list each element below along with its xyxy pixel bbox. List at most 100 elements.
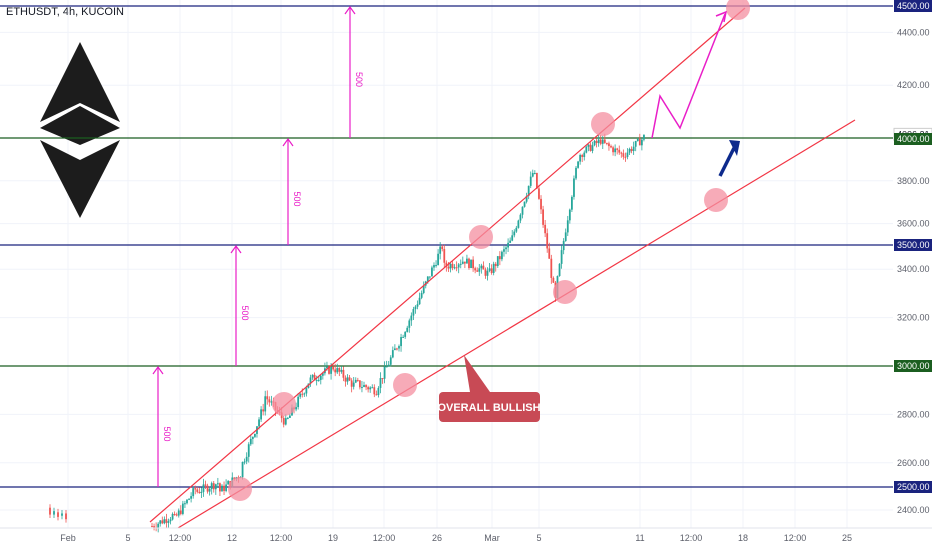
candle-body — [571, 196, 573, 210]
candle-body — [523, 201, 526, 207]
candle-body — [568, 209, 571, 221]
candle-body — [373, 387, 376, 395]
candle-body — [428, 276, 431, 278]
candle-body — [301, 393, 304, 395]
candle-body — [601, 139, 604, 144]
candle-body — [262, 409, 265, 412]
price-level-tag — [894, 481, 932, 493]
time-tick-label: 25 — [842, 533, 852, 543]
ethereum-logo-icon — [40, 42, 120, 218]
measure-arrowhead — [282, 137, 294, 147]
candle-body — [385, 366, 388, 368]
candle-body — [542, 209, 544, 225]
candle-body — [169, 519, 172, 522]
candle-body — [260, 409, 262, 420]
candle-body — [511, 235, 514, 241]
blue-arrow-head — [729, 140, 740, 156]
candle-body — [163, 519, 166, 524]
candle-body — [358, 380, 361, 388]
candle-body — [517, 220, 520, 228]
candle-body — [157, 523, 160, 528]
candle-body — [202, 484, 205, 492]
candle-body — [212, 483, 215, 490]
candle-body — [241, 462, 244, 478]
candle-body — [282, 418, 285, 425]
candle-body — [404, 331, 407, 337]
candle-body — [342, 369, 345, 378]
candle-body — [612, 147, 614, 153]
candle-body — [538, 188, 540, 199]
candle-body — [200, 491, 203, 494]
candle-body — [484, 269, 487, 276]
candle-body — [463, 261, 466, 264]
candle-body — [496, 256, 499, 267]
candle-body — [389, 357, 392, 365]
time-axis: Feb 5 12:00 12 12:00 19 12:00 26 Mar 5 11 12:00 18 12… — [0, 527, 932, 543]
candle-body — [223, 485, 225, 491]
candle-body — [618, 149, 621, 153]
candle-body — [626, 152, 629, 157]
candle-body — [636, 138, 639, 141]
touch-circle — [393, 373, 417, 397]
candle-body — [595, 140, 598, 144]
candle-body — [266, 396, 269, 400]
candle-body — [457, 264, 460, 268]
candle-body — [181, 503, 184, 514]
projection-arrowhead — [715, 10, 728, 23]
annotation-box — [439, 392, 540, 422]
candle-body — [354, 379, 357, 383]
candle-body — [501, 251, 503, 260]
measure-label: 500 — [354, 72, 364, 87]
candle-body — [443, 249, 446, 263]
candle-body — [605, 142, 608, 144]
candle-body — [412, 309, 415, 316]
price-level-label: 4000.00 — [897, 134, 930, 144]
candle-body — [529, 176, 532, 186]
time-tick-label: 12:00 — [270, 533, 293, 543]
candle-body — [461, 261, 464, 264]
price-tick-label: 3400.00 — [897, 264, 930, 274]
candle-body — [264, 396, 267, 412]
price-tick-label: 3200.00 — [897, 313, 930, 323]
candle-body — [179, 510, 182, 514]
candle-body — [509, 240, 512, 243]
candle-body — [167, 521, 170, 523]
candle-body — [480, 265, 483, 269]
candle-body — [498, 256, 501, 260]
price-tick-label: 3600.00 — [897, 219, 930, 229]
candle-body — [482, 265, 485, 270]
candle-body — [49, 507, 51, 515]
price-tick-label: 4400.00 — [897, 27, 930, 37]
candle-body — [474, 268, 477, 271]
projection-path — [651, 10, 740, 177]
annotation-text: OVERALL BULLISH — [437, 402, 540, 414]
candle-body — [455, 267, 458, 269]
candle-body — [173, 513, 176, 515]
time-tick-label: 19 — [328, 533, 338, 543]
bullish-annotation: OVERALL BULLISH — [437, 355, 541, 422]
candle-body — [233, 477, 236, 479]
candle-body — [159, 520, 162, 524]
candle-body — [161, 520, 164, 524]
candle-body — [575, 167, 577, 179]
candle-body — [344, 377, 347, 382]
candle-body — [165, 519, 168, 523]
candle-body — [379, 378, 382, 388]
measure-label: 500 — [240, 306, 250, 321]
candle-body — [363, 385, 365, 387]
candle-body — [190, 496, 193, 499]
price-tick-label: 3800.00 — [897, 176, 930, 186]
candle-body — [284, 418, 287, 425]
candle-body — [503, 249, 505, 252]
candle-body — [603, 139, 606, 143]
candle-body — [468, 258, 470, 269]
candle-body — [153, 526, 155, 528]
candle-body — [336, 368, 339, 373]
candle-body — [383, 366, 386, 379]
candle-body — [453, 267, 456, 269]
measure-arrowhead — [344, 5, 356, 15]
candle-body — [441, 246, 444, 250]
candle-body — [486, 270, 489, 276]
candle-body — [268, 399, 271, 403]
candle-body — [527, 185, 530, 196]
